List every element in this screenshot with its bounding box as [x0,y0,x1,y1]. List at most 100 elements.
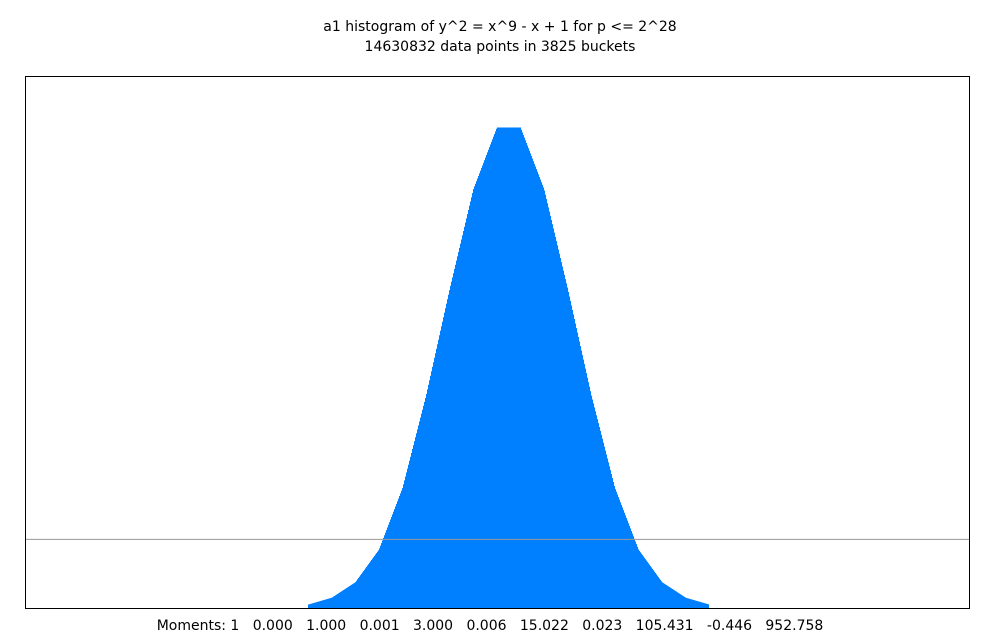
histogram-bar [572,309,574,608]
histogram-bar [549,211,551,608]
histogram-bar [562,266,564,608]
histogram-bar [575,323,577,608]
histogram-bar [421,413,423,608]
histogram-bar [427,389,429,608]
histogram-bar [635,541,637,608]
moment-value: 1 [230,618,240,634]
histogram-bar [705,603,707,608]
histogram-bar [652,568,654,608]
histogram-bar [593,403,595,608]
histogram-bar [337,593,339,608]
histogram-bar [379,548,381,608]
histogram-bar [344,589,346,608]
histogram-bar [543,187,545,608]
histogram-bar [473,189,475,608]
histogram-bar [450,285,452,608]
histogram-bar [335,595,337,608]
histogram-bar [672,588,674,608]
histogram-bar [688,598,690,608]
histogram-bar [349,586,351,608]
histogram-bar [326,599,328,608]
chart-subtitle: 14630832 data points in 3825 buckets [364,39,636,55]
histogram-bar [441,326,443,608]
histogram-bar [391,516,393,608]
histogram-bar [542,184,544,608]
histogram-bar [407,468,409,608]
histogram-bar [700,601,702,608]
moment-value: 952.758 [752,618,824,634]
histogram-bar [531,156,533,608]
histogram-bar [537,171,539,608]
histogram-bar [412,448,414,608]
histogram-bar [654,571,656,608]
histogram-bar [516,127,518,608]
histogram-bar [696,600,698,608]
histogram-bar [476,181,478,608]
histogram-bar [625,515,627,608]
histogram-bar [698,601,700,608]
histogram-bar [424,401,426,608]
histogram-bar [693,599,695,608]
histogram-bar [453,273,455,608]
histogram-bar [404,480,406,608]
histogram-bar [658,577,660,608]
histogram-bar [520,127,522,608]
histogram-bar [645,559,647,608]
histogram-bar [395,506,397,608]
histogram-bar [374,555,376,608]
histogram-bar [314,602,316,608]
histogram-bar [594,407,596,608]
histogram-bar [590,391,592,608]
histogram-bar [461,239,463,608]
histogram-bar [706,603,708,608]
histogram-bar [599,427,601,608]
histogram-bar [605,450,607,608]
histogram-bar [634,538,636,608]
histogram-bar [472,193,474,608]
histogram-bar [372,558,374,608]
histogram-bar [609,466,611,608]
histogram-bar [351,584,353,608]
histogram-bar [463,231,465,609]
histogram-bar [535,166,537,608]
histogram-bar [624,512,626,608]
histogram-bar [313,603,315,608]
histogram-bar [360,575,362,608]
histogram-bar [400,493,402,608]
histogram-bar [677,592,679,608]
histogram-bar [611,474,613,608]
histogram-bar [401,490,403,608]
histogram-bar [507,127,509,608]
histogram-bar [331,597,333,608]
histogram-bar [378,550,380,608]
histogram-bar [678,592,680,608]
histogram-bar [445,308,447,608]
histogram-bar [375,554,377,608]
histogram-bar [321,600,323,608]
histogram-bar [515,127,517,608]
histogram-bar [418,425,420,608]
histogram-bar [603,442,605,608]
histogram-bar [616,491,618,608]
histogram-bar [385,532,387,608]
histogram-bar [569,296,571,608]
histogram-bar [428,384,430,608]
histogram-bar [539,176,541,608]
histogram-bar [330,598,332,608]
histogram-bar [685,597,687,608]
histogram-bar [638,549,640,608]
histogram-bar [510,127,512,608]
histogram-bar [591,395,593,608]
histogram-bar [646,560,648,608]
histogram-bar [371,560,373,608]
histogram-bar [435,353,437,608]
histogram-bar [703,602,705,608]
histogram-bar [369,562,371,608]
histogram-bar [500,127,502,608]
histogram-bar [481,168,483,609]
histogram-bar [587,377,589,608]
histogram-bar [548,207,550,609]
histogram-bar [438,339,440,608]
histogram-bar [417,429,419,608]
histogram-bar [612,478,614,608]
